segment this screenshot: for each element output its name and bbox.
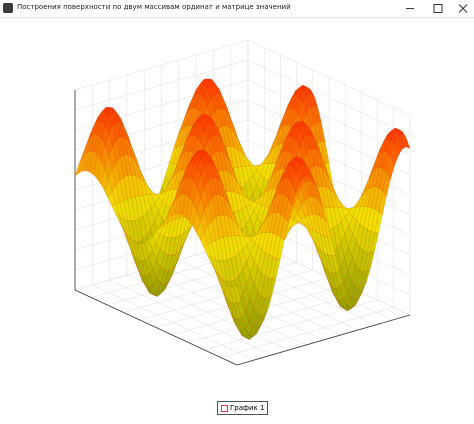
legend: График 1 <box>217 401 269 415</box>
surface-cell <box>233 285 242 304</box>
floor-grid <box>220 307 394 358</box>
axis-line <box>74 289 238 366</box>
wall-grid <box>247 79 411 156</box>
floor-grid <box>188 292 362 343</box>
window-title: Построения поверхности по двум массивам … <box>17 3 291 11</box>
wall-grid <box>247 39 411 116</box>
legend-swatch <box>221 405 228 412</box>
axis-line <box>236 314 411 366</box>
title-bar: Построения поверхности по двум массивам … <box>0 0 474 18</box>
wall-grid <box>74 59 249 111</box>
app-icon <box>3 3 13 13</box>
wall-grid <box>247 59 411 136</box>
legend-label: График 1 <box>230 404 265 412</box>
title-bar-icons <box>3 3 468 13</box>
surface-plot <box>74 39 411 366</box>
wall-grid <box>74 39 249 91</box>
close-button[interactable] <box>458 4 468 13</box>
maximize-button[interactable] <box>433 4 443 13</box>
